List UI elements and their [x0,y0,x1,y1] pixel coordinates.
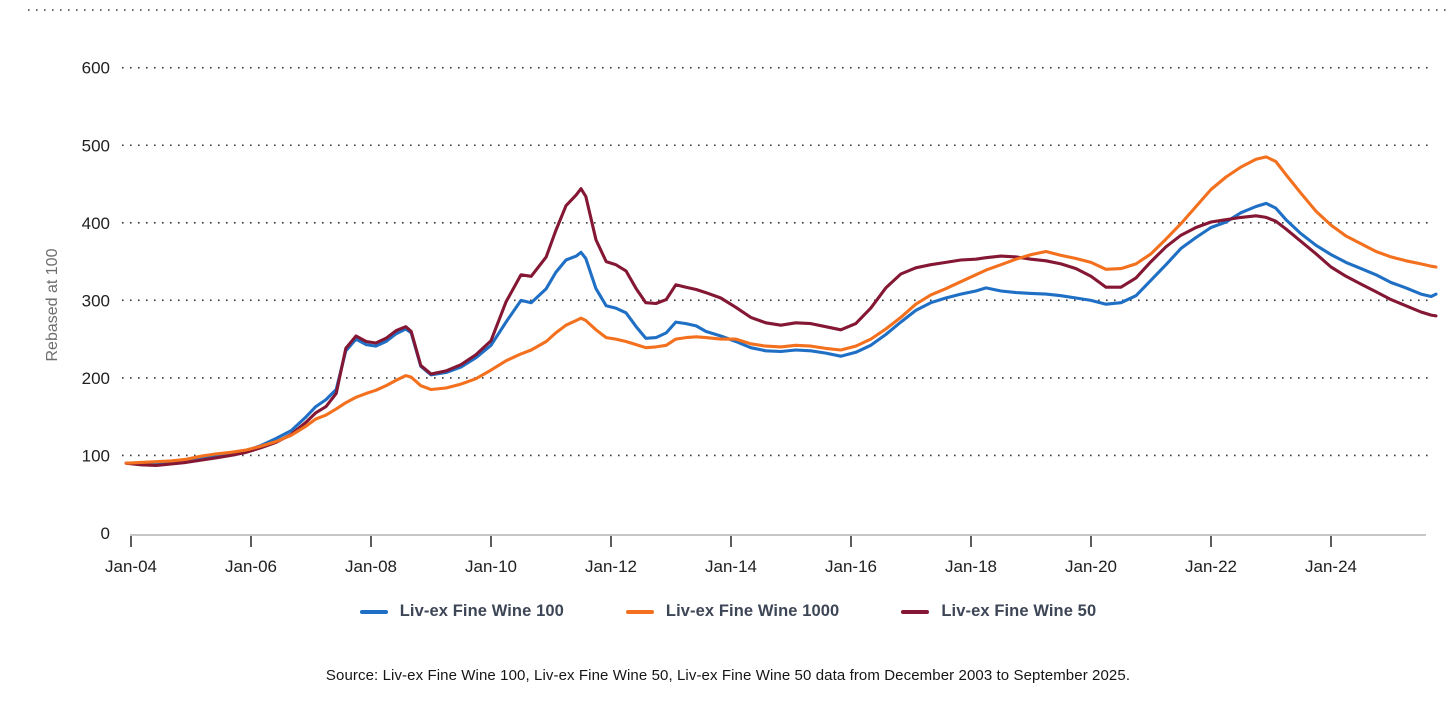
source-note: Source: Liv-ex Fine Wine 100, Liv-ex Fin… [325,667,1131,684]
svg-text:500: 500 [82,136,110,155]
svg-text:Jan-10: Jan-10 [465,557,517,576]
chart-legend: Liv-ex Fine Wine 100 Liv-ex Fine Wine 10… [0,602,1456,621]
svg-text:400: 400 [82,214,110,233]
svg-text:Rebased at 100: Rebased at 100 [44,248,61,361]
svg-text:Jan-24: Jan-24 [1305,557,1357,576]
svg-text:300: 300 [82,291,110,310]
wine-index-chart: 0 100 200 300 400 500 600 Jan-04 Jan-06 Jan-08 Jan… [28,9,1448,576]
legend-label-fine-wine-50: Liv-ex Fine Wine 50 [941,602,1097,620]
svg-text:Jan-16: Jan-16 [825,557,877,576]
svg-text:Jan-04: Jan-04 [105,557,157,576]
svg-text:Jan-06: Jan-06 [225,557,277,576]
legend-label-fine-wine-1000: Liv-ex Fine Wine 1000 [665,602,840,620]
svg-text:600: 600 [82,59,110,78]
svg-text:Jan-18: Jan-18 [945,557,997,576]
svg-text:Jan-12: Jan-12 [585,557,637,576]
svg-text:100: 100 [82,446,110,465]
svg-text:0: 0 [101,524,110,543]
legend-swatch-fine-wine-1000-icon [625,609,654,614]
svg-text:Jan-08: Jan-08 [345,557,397,576]
legend-swatch-fine-wine-50-icon [901,609,930,614]
legend-item-fine-wine-50: Liv-ex Fine Wine 50 [901,602,1096,621]
legend-item-fine-wine-100: Liv-ex Fine Wine 100 [359,602,564,621]
svg-text:200: 200 [82,369,110,388]
svg-text:Jan-22: Jan-22 [1185,557,1237,576]
legend-label-fine-wine-100: Liv-ex Fine Wine 100 [399,602,564,620]
legend-item-fine-wine-1000: Liv-ex Fine Wine 1000 [625,602,840,621]
svg-text:Jan-20: Jan-20 [1065,557,1117,576]
legend-swatch-fine-wine-100-icon [359,609,388,614]
svg-text:Jan-14: Jan-14 [705,557,757,576]
